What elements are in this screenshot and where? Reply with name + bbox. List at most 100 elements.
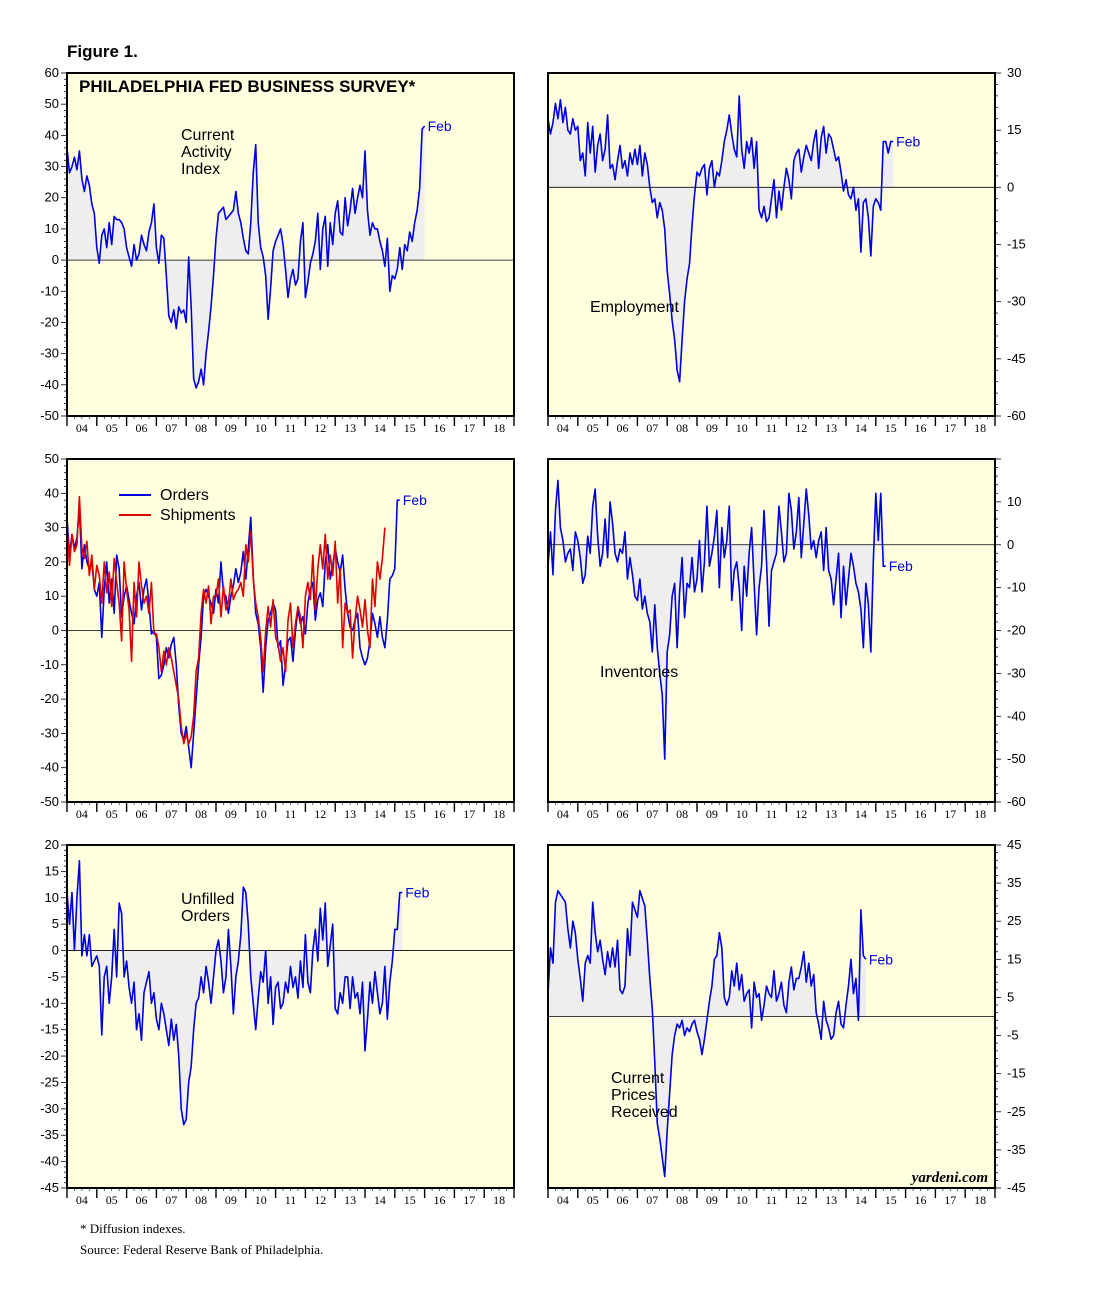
x-tick-label: 12 [314, 1193, 326, 1207]
y-tick-label: 45 [1007, 837, 1021, 852]
x-tick-label: 12 [314, 421, 326, 435]
chart-panel-current-prices-received: -45 -35 -25 -15 -5 5 15 25 35 45 04 05 06 07 08 09 10 11 1… [547, 837, 1026, 1207]
series-label: Unfilled [181, 891, 234, 908]
x-tick-label: 05 [587, 807, 599, 821]
y-tick-label: -50 [40, 794, 59, 809]
x-tick-label: 14 [374, 807, 386, 821]
series-label: Orders [181, 908, 230, 925]
end-label-feb: Feb [428, 118, 452, 134]
x-tick-label: 16 [434, 421, 446, 435]
end-label-feb: Feb [403, 492, 427, 508]
y-tick-label: -45 [40, 1180, 59, 1195]
x-tick-label: 08 [195, 1193, 207, 1207]
y-tick-label: -30 [1007, 665, 1026, 680]
x-tick-label: 14 [374, 1193, 386, 1207]
x-tick-label: 16 [915, 1193, 927, 1207]
y-tick-label: 5 [1007, 989, 1014, 1004]
y-tick-label: 0 [52, 623, 59, 638]
x-tick-label: 05 [587, 421, 599, 435]
x-tick-label: 15 [404, 807, 416, 821]
x-tick-label: 05 [106, 1193, 118, 1207]
y-tick-label: -50 [1007, 751, 1026, 766]
x-tick-label: 05 [106, 807, 118, 821]
x-tick-label: 14 [855, 421, 867, 435]
y-tick-label: 0 [52, 252, 59, 267]
y-tick-label: 25 [1007, 913, 1021, 928]
watermark-yardeni: yardeni.com [910, 1170, 988, 1186]
y-tick-label: -10 [40, 283, 59, 298]
x-tick-label: 10 [255, 1193, 267, 1207]
y-tick-label: 35 [1007, 875, 1021, 890]
x-tick-label: 15 [885, 1193, 897, 1207]
y-tick-label: -30 [40, 1101, 59, 1116]
x-tick-label: 16 [434, 807, 446, 821]
x-tick-label: 17 [463, 807, 475, 821]
x-tick-label: 14 [374, 421, 386, 435]
x-tick-label: 07 [165, 1193, 177, 1207]
y-tick-label: 30 [45, 520, 59, 535]
x-tick-label: 15 [885, 421, 897, 435]
y-tick-label: -20 [40, 691, 59, 706]
x-tick-label: 05 [587, 1193, 599, 1207]
series-label: Inventories [600, 664, 678, 681]
x-tick-label: 13 [344, 421, 356, 435]
y-tick-label: 40 [45, 127, 59, 142]
x-tick-label: 10 [736, 421, 748, 435]
y-tick-label: -5 [1007, 1028, 1019, 1043]
y-tick-label: 60 [45, 65, 59, 80]
y-tick-label: 30 [1007, 65, 1021, 80]
chart-panel-orders-shipments: -50 -40 -30 -20 -10 0 10 20 30 40 50 04 05 06 07 08 09 10… [40, 451, 515, 821]
x-tick-label: 13 [825, 1193, 837, 1207]
series-label: Activity [181, 144, 232, 161]
series-line-inventories [547, 479, 886, 760]
source-note: Source: Federal Reserve Bank of Philadel… [80, 1242, 324, 1257]
x-tick-label: 13 [344, 1193, 356, 1207]
x-tick-label: 07 [646, 1193, 658, 1207]
y-tick-label: -30 [1007, 294, 1026, 309]
plot-background [548, 459, 995, 802]
series-line-unfilled-orders [66, 860, 403, 1126]
y-tick-label: -15 [1007, 237, 1026, 252]
y-tick-label: 10 [45, 221, 59, 236]
y-tick-label: 50 [45, 96, 59, 111]
chart-panel-current-activity: -50 -40 -30 -20 -10 0 10 20 30 40 50 60 04 05 06 07 08 09… [40, 65, 515, 435]
x-tick-label: 13 [825, 807, 837, 821]
zero-fill-area [548, 890, 866, 1177]
x-tick-label: 11 [766, 1193, 778, 1207]
legend-label: Orders [160, 487, 209, 504]
x-tick-label: 04 [557, 421, 569, 435]
y-tick-label: -40 [1007, 708, 1026, 723]
x-tick-label: 16 [915, 807, 927, 821]
y-tick-label: -40 [40, 1154, 59, 1169]
plot-background [548, 73, 995, 416]
y-tick-label: 10 [1007, 494, 1021, 509]
x-tick-label: 15 [404, 1193, 416, 1207]
y-tick-label: 20 [45, 554, 59, 569]
x-tick-label: 04 [557, 1193, 569, 1207]
y-tick-label: -5 [47, 969, 59, 984]
series-line-shipments [66, 495, 386, 745]
x-tick-label: 17 [463, 421, 475, 435]
series-label: Received [611, 1104, 678, 1121]
x-tick-label: 09 [225, 421, 237, 435]
x-tick-label: 18 [493, 807, 505, 821]
series-label: Index [181, 161, 220, 178]
x-tick-label: 12 [795, 421, 807, 435]
x-tick-label: 12 [795, 1193, 807, 1207]
x-tick-label: 07 [646, 421, 658, 435]
series-label: Employment [590, 299, 679, 316]
x-tick-label: 09 [225, 807, 237, 821]
y-tick-label: 15 [45, 863, 59, 878]
x-tick-label: 12 [314, 807, 326, 821]
x-tick-label: 18 [974, 1193, 986, 1207]
x-tick-label: 11 [285, 807, 297, 821]
y-tick-label: -40 [40, 377, 59, 392]
x-tick-label: 07 [646, 807, 658, 821]
zero-fill-area [67, 126, 425, 388]
y-tick-label: -45 [1007, 351, 1026, 366]
x-tick-label: 09 [225, 1193, 237, 1207]
x-tick-label: 11 [285, 1193, 297, 1207]
series-label: Current [611, 1070, 665, 1087]
x-tick-label: 06 [617, 421, 629, 435]
y-tick-label: 0 [52, 943, 59, 958]
